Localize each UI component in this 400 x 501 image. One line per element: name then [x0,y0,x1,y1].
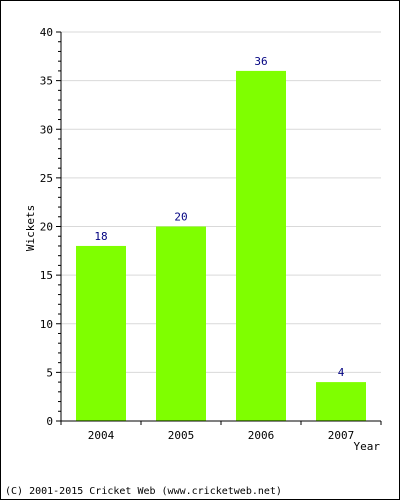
x-tick-label: 2007 [328,429,355,442]
y-tick-label: 35 [40,75,53,88]
y-tick-label: 15 [40,269,53,282]
y-tick-label: 30 [40,123,53,136]
data-label-2004: 18 [94,230,107,243]
x-axis-title: Year [354,440,381,453]
bar-2005 [156,226,206,421]
data-label-2005: 20 [174,211,187,224]
y-tick-label: 5 [46,366,53,379]
x-tick-label: 2005 [168,429,195,442]
x-tick-labels: 2004 2005 2006 2007 [88,429,355,442]
y-tick-label: 40 [40,26,53,39]
data-label-2007: 4 [338,366,345,379]
bar-2007 [316,382,366,421]
bar-2004 [76,245,126,421]
y-tick-label: 25 [40,172,53,185]
y-tick-label: 20 [40,221,53,234]
data-labels: 18 20 36 4 [94,55,344,379]
data-label-2006: 36 [254,55,267,68]
y-tick-labels: 0 5 10 15 20 25 30 35 40 [40,26,53,428]
axes [56,31,382,425]
y-tick-label: 10 [40,318,53,331]
bars [76,70,366,422]
y-tick-label: 0 [46,415,53,428]
copyright-credit: (C) 2001-2015 Cricket Web (www.cricketwe… [5,486,282,497]
bar-2006 [236,70,286,422]
y-axis-title: Wickets [24,205,37,251]
x-tick-label: 2004 [88,429,115,442]
x-tick-label: 2006 [248,429,275,442]
